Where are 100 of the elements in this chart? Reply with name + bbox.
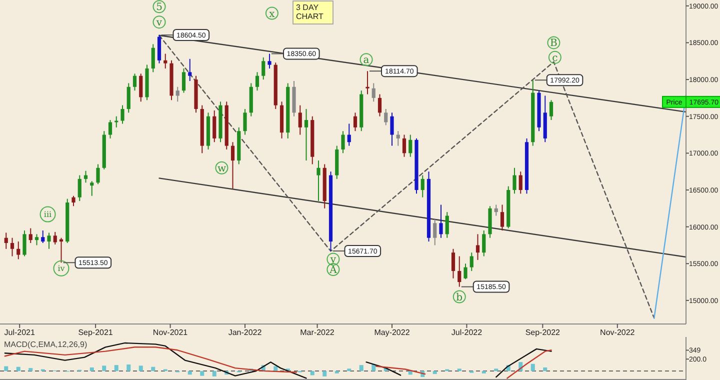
x-tick-label: May-2022 bbox=[374, 328, 410, 337]
candlestick bbox=[458, 256, 462, 288]
candlestick bbox=[408, 134, 412, 158]
candlestick bbox=[304, 108, 308, 162]
candlestick bbox=[341, 130, 345, 154]
candlestick bbox=[439, 204, 443, 238]
candlestick bbox=[182, 68, 186, 94]
candlestick bbox=[188, 58, 192, 82]
candlestick bbox=[120, 104, 124, 124]
candlestick bbox=[126, 82, 130, 114]
candlestick bbox=[298, 104, 302, 136]
bar bbox=[530, 364, 535, 372]
candlestick bbox=[518, 171, 522, 194]
x-tick-label: Sep-2022 bbox=[525, 328, 561, 337]
candlestick bbox=[347, 123, 351, 146]
candlestick bbox=[151, 44, 155, 73]
bar bbox=[200, 371, 204, 376]
candlestick bbox=[396, 130, 400, 146]
x-tick-label: Jan-2022 bbox=[228, 328, 262, 337]
candlestick bbox=[230, 142, 235, 190]
candlestick bbox=[482, 230, 486, 257]
candlestick bbox=[164, 53, 168, 69]
bar bbox=[16, 366, 20, 372]
annotation: iv bbox=[58, 264, 66, 274]
candlestick bbox=[96, 164, 100, 185]
bar bbox=[372, 364, 376, 372]
candlestick bbox=[90, 180, 94, 196]
annotation: v bbox=[155, 18, 162, 29]
x-tick-label: Nov-2021 bbox=[152, 328, 188, 337]
x-tick-label: Jul-2021 bbox=[4, 328, 36, 337]
annotation: w bbox=[217, 163, 226, 174]
x-tick-label: Mar-2022 bbox=[300, 328, 335, 337]
candlestick bbox=[316, 160, 320, 202]
bar bbox=[114, 365, 118, 372]
candlestick bbox=[212, 110, 216, 143]
bar bbox=[322, 371, 327, 376]
candlestick bbox=[372, 82, 376, 102]
bar bbox=[4, 366, 8, 372]
candlestick bbox=[500, 204, 504, 231]
x-tick-label: Sep-2021 bbox=[78, 328, 114, 337]
annotation: iii bbox=[44, 210, 52, 220]
candlestick bbox=[494, 204, 498, 216]
annotation: a bbox=[363, 55, 370, 66]
candlestick bbox=[445, 212, 449, 238]
bar bbox=[347, 368, 352, 372]
bar bbox=[151, 366, 156, 372]
candlestick bbox=[84, 170, 88, 184]
candlestick bbox=[464, 263, 468, 280]
x-tick-label: Nov-2022 bbox=[600, 328, 636, 337]
bar bbox=[310, 371, 314, 376]
candlestick bbox=[47, 232, 51, 250]
annotation: 3 DAY CHART bbox=[296, 3, 324, 21]
bar bbox=[408, 371, 412, 375]
bar bbox=[359, 365, 364, 372]
candlestick bbox=[34, 234, 39, 246]
bar bbox=[212, 371, 216, 376]
bar bbox=[138, 366, 143, 372]
candlestick bbox=[384, 108, 388, 126]
annotation: x bbox=[269, 8, 276, 20]
annotation: b bbox=[456, 292, 463, 304]
bar bbox=[188, 371, 192, 375]
candlestick bbox=[243, 108, 247, 136]
candlestick bbox=[549, 100, 554, 121]
bar bbox=[126, 364, 131, 372]
bar bbox=[543, 367, 548, 372]
candlestick bbox=[22, 230, 26, 257]
candlestick bbox=[268, 53, 272, 69]
bar bbox=[28, 368, 33, 372]
candlestick bbox=[255, 72, 260, 92]
candlestick bbox=[41, 230, 45, 244]
candlestick bbox=[433, 218, 437, 246]
candlestick bbox=[420, 174, 424, 198]
annotation: y bbox=[329, 254, 336, 266]
candlestick bbox=[108, 120, 112, 139]
x-tick-label: Jul-2022 bbox=[451, 328, 483, 337]
candlestick bbox=[366, 70, 370, 95]
annotation: c bbox=[552, 52, 558, 64]
bar bbox=[432, 371, 437, 374]
candlestick bbox=[157, 34, 162, 64]
candlestick bbox=[10, 237, 14, 257]
candlestick bbox=[262, 56, 266, 80]
candlestick bbox=[53, 231, 57, 245]
candlestick bbox=[4, 232, 8, 250]
candlestick bbox=[16, 241, 20, 260]
candlestick bbox=[176, 86, 180, 102]
bar bbox=[494, 368, 498, 372]
chart-title: MACD(C,EMA,12,26,9) bbox=[4, 340, 88, 349]
candlestick bbox=[28, 228, 32, 244]
annotation: A bbox=[328, 265, 338, 276]
annotation: B bbox=[550, 38, 558, 50]
candlestick bbox=[378, 94, 382, 117]
candlestick bbox=[402, 134, 406, 158]
bar bbox=[102, 366, 106, 372]
candlestick bbox=[451, 248, 456, 279]
candlestick bbox=[390, 112, 394, 146]
candlestick bbox=[470, 252, 474, 272]
candlestick bbox=[476, 234, 480, 260]
bar bbox=[457, 368, 462, 372]
candlestick bbox=[132, 73, 137, 92]
bar bbox=[274, 366, 278, 372]
